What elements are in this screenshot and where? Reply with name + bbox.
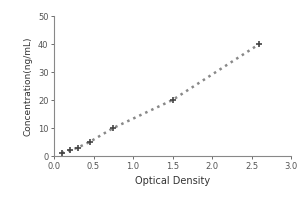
- Y-axis label: Concentration(ng/mL): Concentration(ng/mL): [23, 36, 32, 136]
- X-axis label: Optical Density: Optical Density: [135, 176, 210, 186]
